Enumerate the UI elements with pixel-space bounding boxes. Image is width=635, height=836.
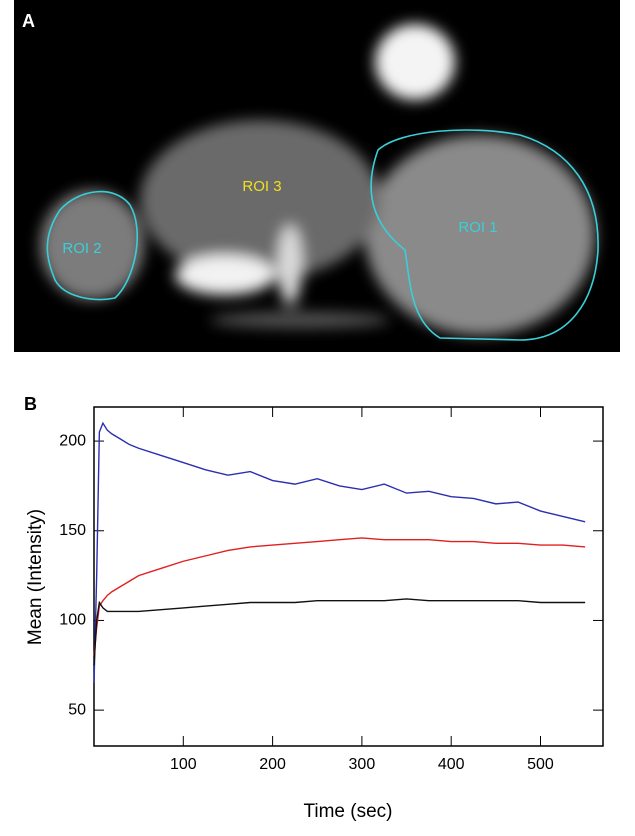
series-line [93,421,586,684]
x-tick-label: 100 [170,756,197,773]
x-tick-label: 500 [527,756,554,773]
roi-outline [46,190,138,301]
roi-outline [370,129,599,341]
roi-label: ROI 1 [458,219,497,236]
x-tick-label: 200 [259,756,286,773]
y-tick-label: 100 [59,612,86,629]
x-tick-label: 400 [438,756,465,773]
roi-label: ROI 3 [242,178,281,195]
y-tick-label: 150 [59,522,86,539]
y-axis-title: Mean (Intensity) [25,509,46,645]
x-tick-label: 300 [349,756,376,773]
roi-label: ROI 2 [62,240,101,257]
x-axis-title: Time (sec) [303,801,392,822]
panel-label: A [22,11,35,31]
y-tick-label: 50 [68,701,86,718]
series-line [93,537,586,657]
y-tick-label: 200 [59,432,86,449]
series-line [93,598,586,666]
panel-a-image: ROI 1 ROI 2 ROI 3 A [14,0,620,352]
panel-label: B [24,394,37,414]
plot-frame [93,406,604,747]
